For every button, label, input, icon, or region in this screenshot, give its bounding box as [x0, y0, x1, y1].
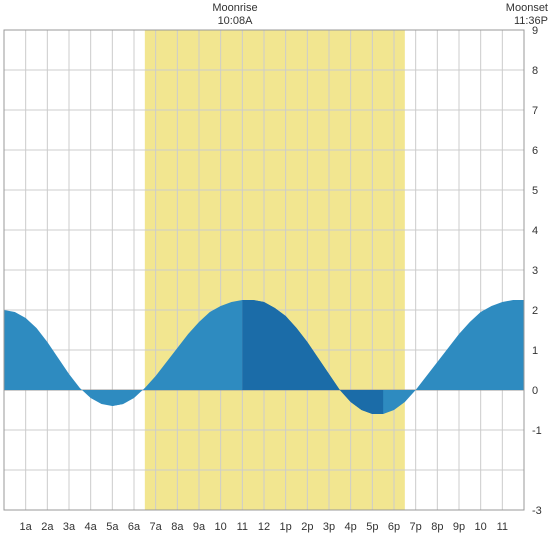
moonset-label: Moonset 11:36P	[488, 2, 548, 28]
tide-chart: Moonrise 10:08A Moonset 11:36P 1a2a3a4a5…	[0, 0, 550, 550]
x-tick-label: 4p	[345, 521, 357, 533]
y-tick-label: 1	[532, 345, 538, 357]
y-tick-label: 7	[532, 105, 538, 117]
x-tick-label: 6a	[128, 521, 141, 533]
x-tick-label: 9a	[193, 521, 206, 533]
x-tick-label: 3p	[323, 521, 335, 533]
y-tick-label: 5	[532, 185, 538, 197]
x-tick-label: 10	[215, 521, 227, 533]
y-tick-label: -3	[532, 505, 542, 517]
y-tick-label: 8	[532, 65, 538, 77]
x-tick-label: 5a	[106, 521, 119, 533]
y-tick-label: -1	[532, 425, 542, 437]
x-tick-label: 8p	[431, 521, 443, 533]
x-tick-label: 1a	[20, 521, 33, 533]
plot-svg: 1a2a3a4a5a6a7a8a9a1011121p2p3p4p5p6p7p8p…	[0, 0, 550, 550]
x-tick-label: 4a	[85, 521, 98, 533]
x-tick-label: 8a	[171, 521, 184, 533]
y-tick-label: 0	[532, 385, 538, 397]
y-tick-label: 6	[532, 145, 538, 157]
x-tick-label: 5p	[366, 521, 378, 533]
x-tick-label: 11	[237, 521, 248, 533]
x-tick-label: 11	[497, 521, 508, 533]
x-tick-label: 7a	[150, 521, 163, 533]
x-tick-label: 12	[258, 521, 270, 533]
moonrise-time: 10:08A	[218, 15, 253, 27]
x-tick-label: 1p	[280, 521, 292, 533]
y-tick-label: 4	[532, 225, 538, 237]
x-tick-label: 10	[475, 521, 487, 533]
moonset-time: 11:36P	[514, 15, 548, 27]
x-tick-label: 2a	[41, 521, 54, 533]
moonrise-title: Moonrise	[212, 2, 257, 14]
x-tick-label: 7p	[410, 521, 422, 533]
y-tick-label: 2	[532, 305, 538, 317]
x-tick-label: 9p	[453, 521, 465, 533]
x-tick-label: 3a	[63, 521, 76, 533]
x-tick-label: 2p	[301, 521, 313, 533]
moonrise-label: Moonrise 10:08A	[200, 2, 270, 28]
x-tick-label: 6p	[388, 521, 400, 533]
moonset-title: Moonset	[506, 2, 548, 14]
y-tick-label: 3	[532, 265, 538, 277]
